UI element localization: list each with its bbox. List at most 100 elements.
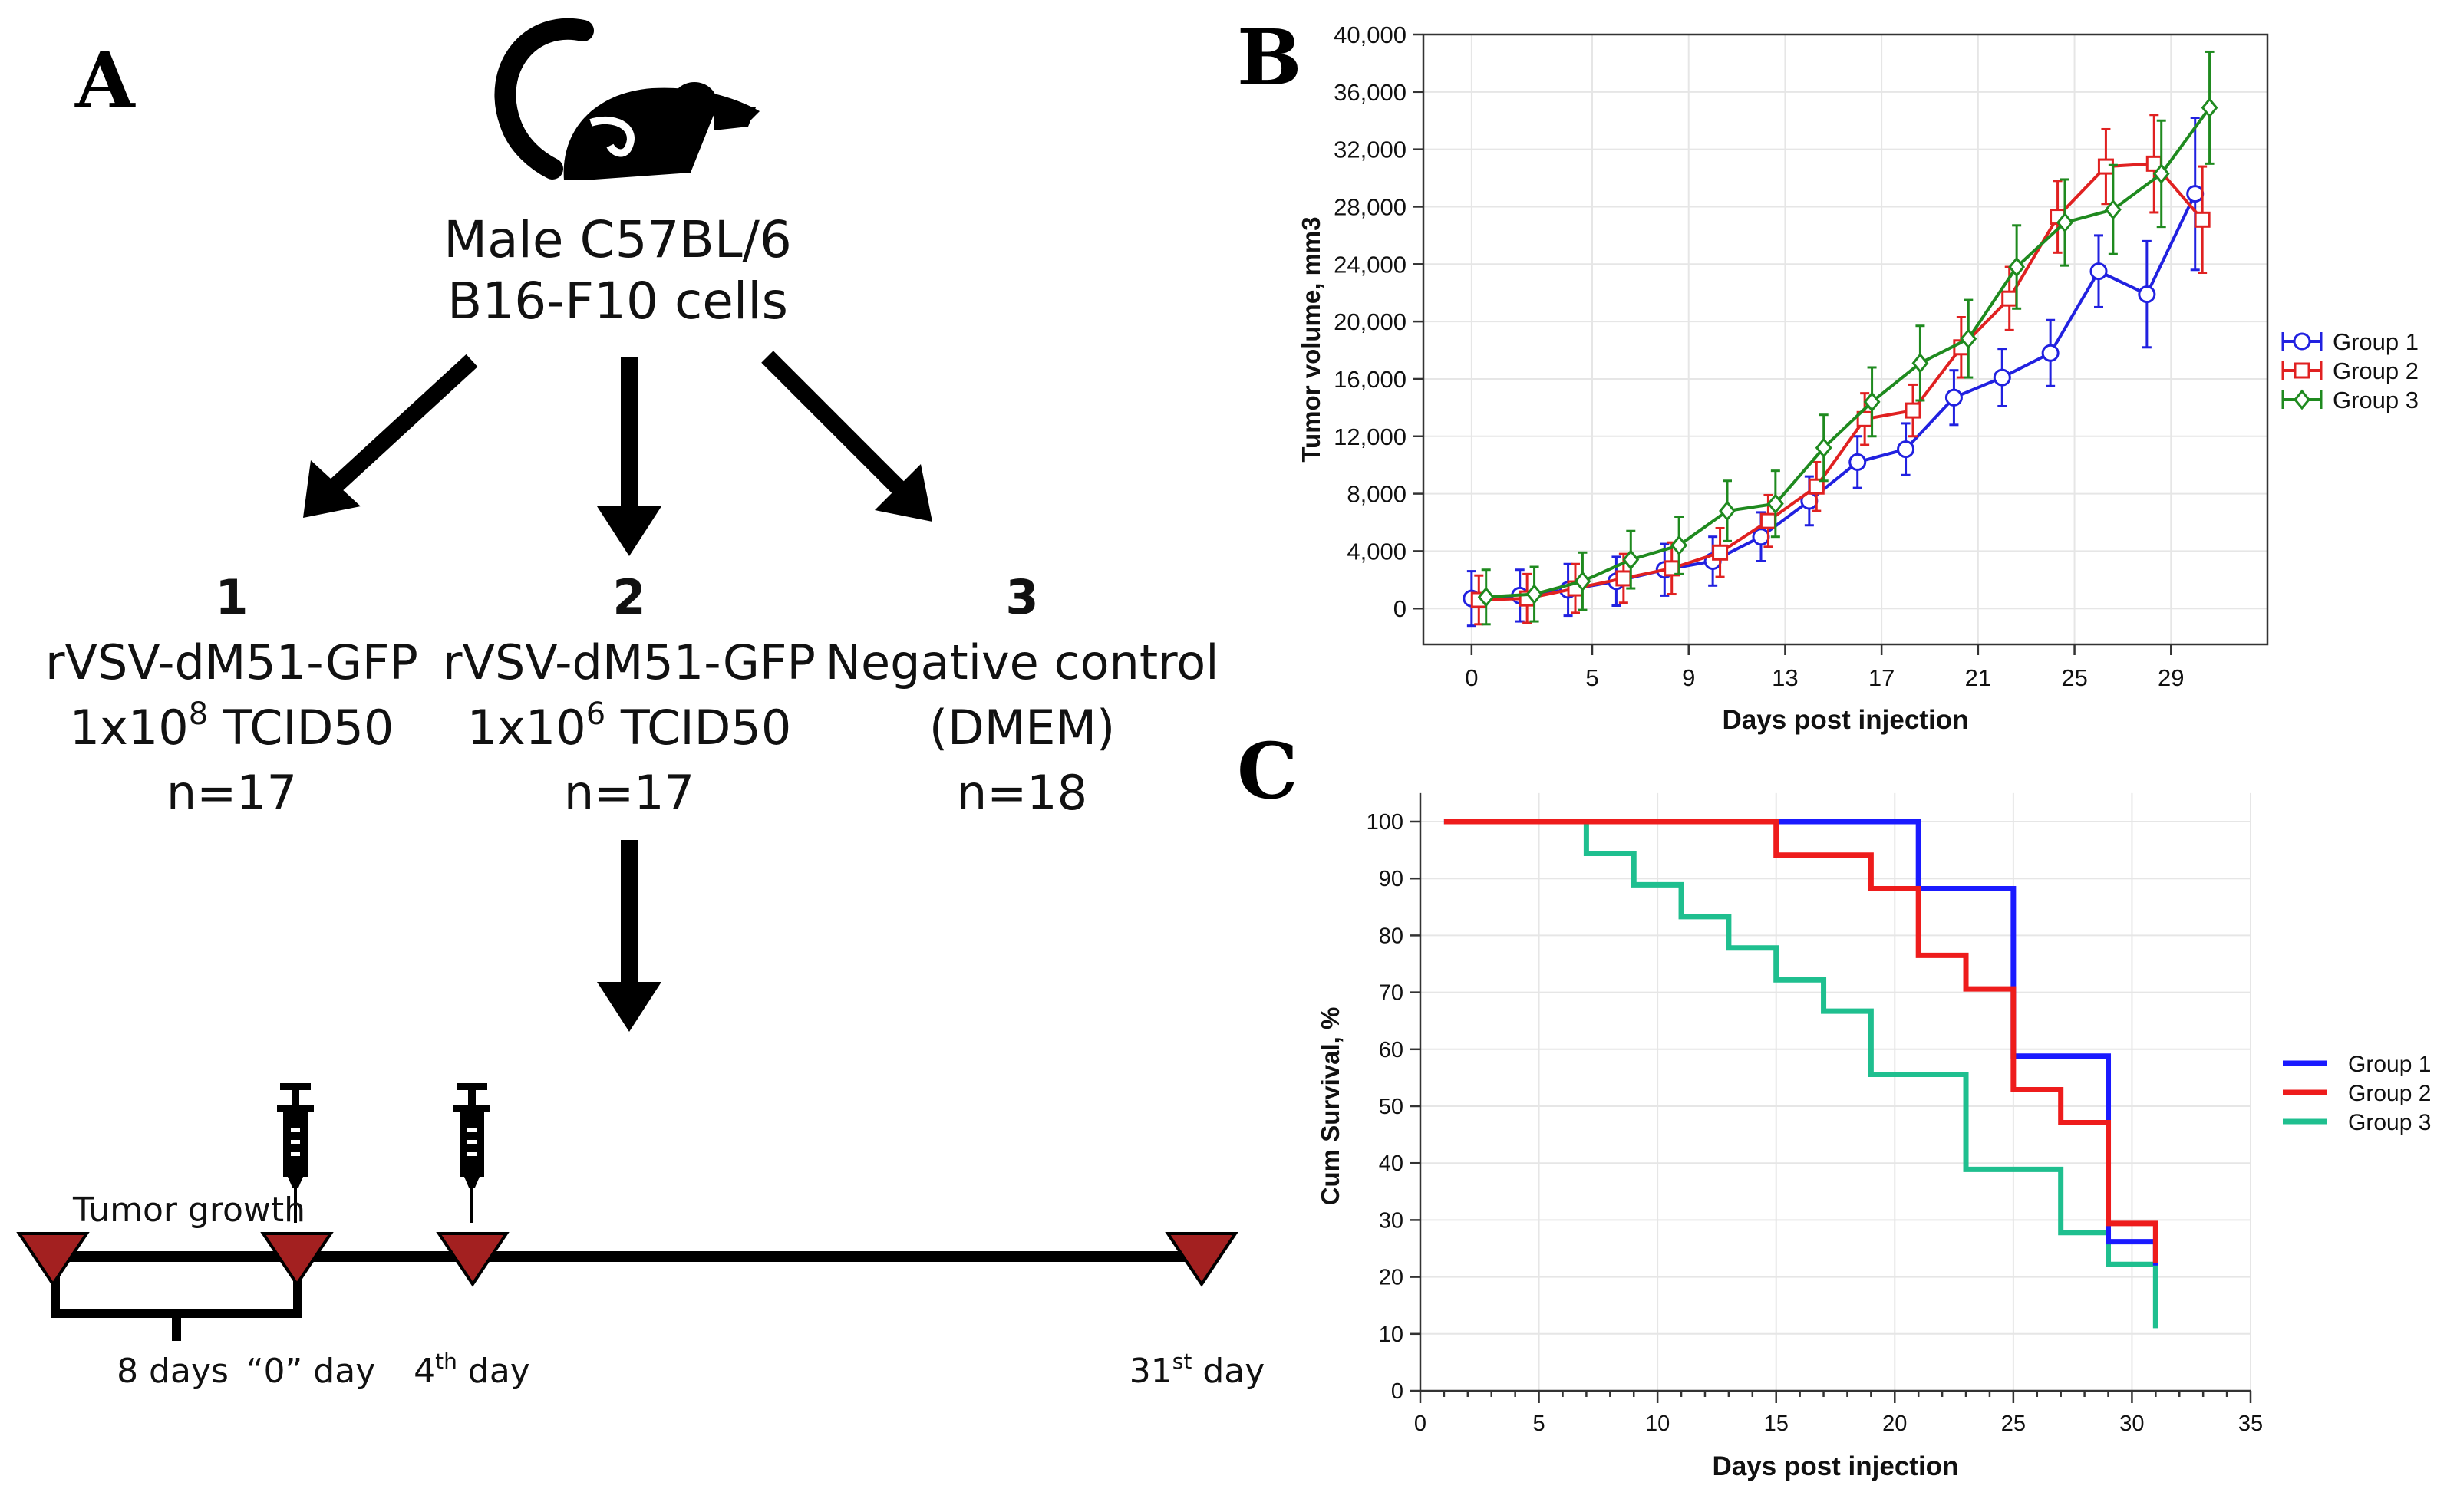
legend-label: Group 1 bbox=[2348, 1052, 2431, 1077]
y-tick-label: 90 bbox=[1379, 867, 1403, 891]
group-3-n: n=18 bbox=[957, 765, 1087, 821]
x-tick-label: 25 bbox=[2061, 664, 2087, 691]
data-point bbox=[2001, 290, 2018, 307]
y-tick-label: 10 bbox=[1379, 1323, 1403, 1347]
eight-day-bracket bbox=[51, 1266, 302, 1318]
panel-a-letter: A bbox=[74, 35, 136, 126]
mouse-icon bbox=[494, 18, 760, 180]
data-point bbox=[1525, 584, 1543, 604]
group-1-dose: 1x108 TCID50 bbox=[70, 697, 394, 756]
series-group-2 bbox=[1470, 114, 2211, 626]
data-point bbox=[1960, 328, 1977, 349]
eight-days-label: 8 days bbox=[117, 1352, 229, 1391]
x-tick-label: 35 bbox=[2238, 1412, 2263, 1436]
syringe-icon-day4 bbox=[453, 1083, 490, 1223]
y-tick-label: 40,000 bbox=[1334, 21, 1407, 48]
x-tick-label: 25 bbox=[2001, 1412, 2026, 1436]
x-tick-label: 0 bbox=[1414, 1412, 1426, 1436]
triangle-marker-icon-day31 bbox=[1165, 1232, 1238, 1287]
day31-label: 31st day bbox=[1130, 1349, 1265, 1391]
data-point bbox=[1719, 500, 1736, 522]
x-tick-label: 9 bbox=[1682, 664, 1695, 691]
legend-label: Group 2 bbox=[2333, 357, 2419, 384]
survival-curve-group-3 bbox=[1443, 819, 2158, 1329]
y-tick-label: 24,000 bbox=[1334, 251, 1407, 278]
y-tick-label: 70 bbox=[1379, 981, 1403, 1006]
legend-label: Group 3 bbox=[2333, 387, 2419, 413]
data-point bbox=[1574, 571, 1591, 592]
arrow-icon-right bbox=[761, 351, 932, 522]
y-tick-label: 50 bbox=[1379, 1095, 1403, 1119]
tumor-growth-label: Tumor growth bbox=[72, 1191, 305, 1230]
x-tick-label: 21 bbox=[1965, 664, 1991, 691]
survival-curve-group-1 bbox=[1443, 819, 2158, 1266]
x-tick-label: 5 bbox=[1533, 1412, 1545, 1436]
y-axis-title: Tumor volume, mm3 bbox=[1297, 216, 1325, 462]
data-point bbox=[1759, 512, 1776, 529]
legend-marker bbox=[2294, 362, 2310, 379]
series-group-3 bbox=[1477, 50, 2218, 626]
data-point bbox=[1477, 586, 1495, 608]
data-point bbox=[1863, 391, 1881, 413]
group-2-name: rVSV-dM51-GFP bbox=[443, 634, 816, 690]
data-point bbox=[1897, 440, 1915, 459]
day4-label: 4th day bbox=[414, 1349, 530, 1391]
data-point bbox=[2056, 212, 2073, 233]
triangle-marker-icon-day0 bbox=[260, 1232, 334, 1287]
y-axis-title: Cum Survival, % bbox=[1316, 1007, 1344, 1206]
y-tick-label: 0 bbox=[1393, 595, 1407, 622]
series-group-1 bbox=[1463, 116, 2205, 628]
panel-c-letter: C bbox=[1237, 726, 1298, 816]
x-tick-label: 0 bbox=[1465, 664, 1478, 691]
group-1-block: 1 rVSV-dM51-GFP 1x108 TCID50 n=17 bbox=[45, 569, 418, 821]
data-point bbox=[2041, 344, 2060, 362]
legend-marker bbox=[2294, 389, 2310, 410]
data-point bbox=[1712, 544, 1729, 561]
series-line bbox=[1486, 107, 2211, 599]
arrow-icon-left bbox=[303, 354, 478, 518]
group-1-number: 1 bbox=[215, 569, 248, 625]
y-tick-label: 20,000 bbox=[1334, 308, 1407, 335]
survival-chart: 0 10 20 30 40 50 60 70 80 90 100 0 5 10 15 20 25 30 35 Days… bbox=[1316, 792, 2431, 1481]
x-axis-title: Days post injection bbox=[1713, 1451, 1959, 1481]
group-1-n: n=17 bbox=[167, 765, 297, 821]
y-tick-label: 100 bbox=[1367, 810, 1403, 835]
group-2-n: n=17 bbox=[564, 765, 694, 821]
day0-label: “0” day bbox=[246, 1352, 376, 1391]
triangle-marker-icon-start bbox=[16, 1232, 90, 1287]
data-point bbox=[1905, 402, 1921, 419]
series-line bbox=[1479, 162, 2204, 602]
group-3-block: 3 Negative control (DMEM) n=18 bbox=[826, 569, 1219, 821]
data-point bbox=[2152, 163, 2170, 184]
x-axis-title: Days post injection bbox=[1723, 705, 1969, 735]
syringe-icon-day0 bbox=[277, 1083, 314, 1223]
data-point bbox=[2089, 262, 2108, 281]
data-point bbox=[1993, 368, 2011, 387]
plot-frame bbox=[1422, 33, 2269, 646]
y-tick-label: 40 bbox=[1379, 1151, 1403, 1176]
group-2-number: 2 bbox=[612, 569, 645, 625]
group-1-name: rVSV-dM51-GFP bbox=[45, 634, 418, 690]
tumor-volume-chart: 0 4,000 8,000 12,000 16,000 20,000 24,000 28,00… bbox=[1297, 21, 2419, 735]
y-tick-label: 12,000 bbox=[1334, 423, 1407, 450]
data-point bbox=[1848, 453, 1867, 471]
group-2-block: 2 rVSV-dM51-GFP 1x106 TCID50 n=17 bbox=[443, 569, 816, 821]
data-point bbox=[2194, 211, 2211, 228]
x-tick-label: 15 bbox=[1764, 1412, 1789, 1436]
y-tick-label: 32,000 bbox=[1334, 137, 1407, 163]
arrow-icon-center bbox=[597, 357, 661, 556]
y-tick-label: 30 bbox=[1379, 1208, 1403, 1233]
y-tick-label: 20 bbox=[1379, 1266, 1403, 1290]
y-tick-label: 28,000 bbox=[1334, 193, 1407, 220]
data-point bbox=[2138, 285, 2156, 304]
data-point bbox=[2008, 256, 2026, 278]
legend-label: Group 1 bbox=[2333, 328, 2419, 355]
y-tick-label: 60 bbox=[1379, 1038, 1403, 1062]
group-3-dose: (DMEM) bbox=[929, 700, 1115, 756]
group-3-name: Negative control bbox=[826, 634, 1219, 690]
model-line-1: Male C57BL/6 bbox=[444, 210, 792, 269]
panel-b-letter: B bbox=[1237, 12, 1302, 103]
model-line-2: B16-F10 cells bbox=[447, 272, 788, 331]
